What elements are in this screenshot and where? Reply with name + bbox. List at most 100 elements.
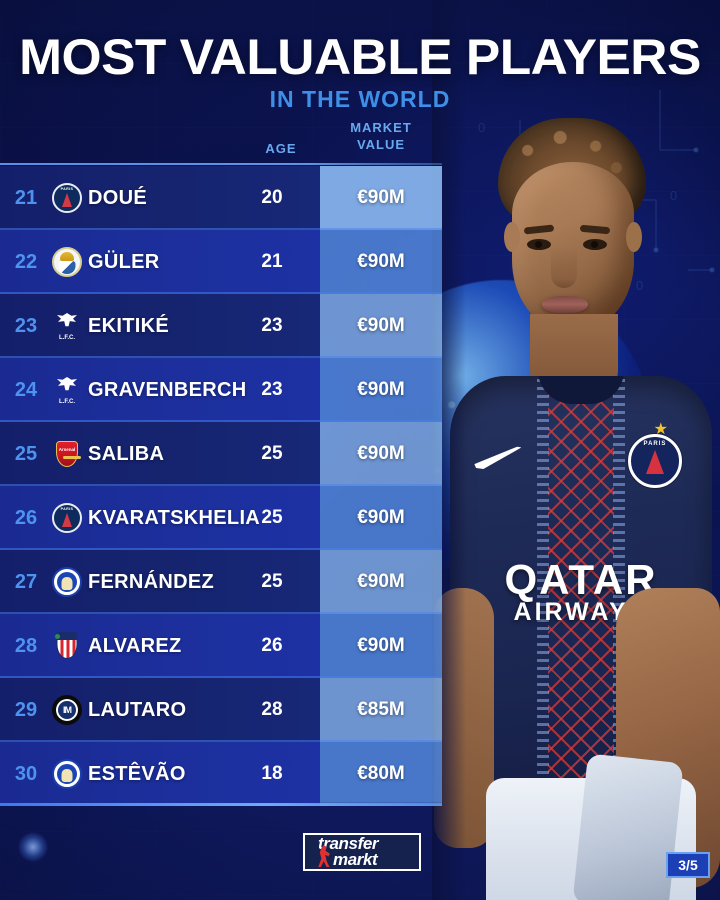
- jersey-sponsor: QATAR AIRWAYS: [450, 556, 712, 627]
- club-badge-chelsea: [52, 759, 82, 789]
- row-age: 26: [261, 635, 283, 656]
- row-market-value: €85M: [357, 699, 405, 720]
- row-divider: [0, 548, 442, 550]
- row-rank: 30: [14, 762, 38, 785]
- jersey-star-icon: ★: [653, 421, 668, 438]
- table-row[interactable]: 29 IM LAUTARO 28 €85M: [0, 678, 442, 742]
- eiffel-tower-icon: [646, 450, 664, 474]
- row-age: 21: [261, 251, 283, 272]
- background-glow-dot-large: [18, 832, 48, 862]
- club-badge-liverpool: L.F.C.: [52, 375, 82, 405]
- table-row[interactable]: 26 PARIS KVARATSKHELIA 25 €90M: [0, 486, 442, 550]
- row-market-value-cell-background: [320, 294, 442, 358]
- club-badge-psg: PARIS: [52, 183, 82, 213]
- row-rank: 25: [14, 442, 38, 465]
- row-market-value-cell-background: [320, 614, 442, 678]
- table-row[interactable]: 24 L.F.C. GRAVENBERCH 23 €90M: [0, 358, 442, 422]
- row-divider: [0, 612, 442, 614]
- logo-line-2: markt: [333, 850, 378, 869]
- row-age: 20: [261, 187, 283, 208]
- club-badge-chelsea: [52, 567, 82, 597]
- row-background: [0, 294, 320, 358]
- row-club-badge: [52, 631, 82, 661]
- row-market-value: €90M: [357, 187, 405, 208]
- row-market-value: €90M: [357, 443, 405, 464]
- row-market-value: €90M: [357, 379, 405, 400]
- row-background: [0, 358, 320, 422]
- row-divider: [0, 292, 442, 294]
- row-age: 18: [261, 763, 283, 784]
- row-club-badge: [52, 567, 82, 597]
- row-age: 25: [261, 507, 283, 528]
- player-figure: ★ PARIS QATAR AIRWAYS: [434, 118, 720, 900]
- row-player-name: GÜLER: [88, 250, 160, 273]
- player-photo: 0 0 0 ★ PARIS: [432, 0, 720, 900]
- row-player-name: LAUTARO: [88, 698, 187, 721]
- row-player-name: DOUÉ: [88, 186, 147, 209]
- row-market-value-cell-background: [320, 486, 442, 550]
- column-header-market-value-line2: VALUE: [356, 137, 406, 152]
- nike-swoosh-icon: [473, 446, 522, 469]
- table-row[interactable]: 25 Arsenal SALIBA 25 €90M: [0, 422, 442, 486]
- row-player-name: SALIBA: [88, 442, 165, 465]
- page-subtitle: IN THE WORLD: [269, 86, 451, 112]
- player-eye-left: [527, 239, 551, 250]
- logo-line-1: transfer: [318, 834, 379, 853]
- sponsor-line-1: QATAR: [504, 556, 658, 603]
- svg-text:0: 0: [636, 278, 643, 293]
- row-age: 23: [261, 315, 283, 336]
- row-divider: [0, 740, 442, 742]
- column-header-market-value-line1: MARKET: [350, 120, 412, 135]
- jersey-center-stripe: [548, 376, 614, 806]
- row-rank: 22: [14, 250, 38, 273]
- player-mouth: [542, 296, 588, 313]
- row-background: [0, 614, 320, 678]
- jersey-stripe-edge-left: [537, 376, 549, 806]
- table-top-rule: [0, 163, 442, 165]
- row-divider: [0, 676, 442, 678]
- column-header-market-value: MARKET VALUE: [320, 119, 442, 153]
- row-player-name: ESTÊVÃO: [88, 762, 186, 785]
- row-market-value: €90M: [357, 251, 405, 272]
- svg-text:0: 0: [478, 120, 485, 135]
- row-market-value: €90M: [357, 635, 405, 656]
- row-player-name: KVARATSKHELIA: [88, 506, 261, 529]
- row-club-badge: PARIS: [52, 503, 82, 533]
- row-club-badge: IM: [52, 695, 82, 725]
- club-badge-psg: PARIS: [52, 503, 82, 533]
- table-row[interactable]: 23 L.F.C. EKITIKÉ 23 €90M: [0, 294, 442, 358]
- row-market-value: €90M: [357, 571, 405, 592]
- table-row[interactable]: 22 GÜLER 21 €90M: [0, 230, 442, 294]
- row-age: 25: [261, 571, 283, 592]
- logo-player-figure-icon: [318, 845, 330, 867]
- table-row[interactable]: 28 ALVAREZ 26 €90M: [0, 614, 442, 678]
- club-badge-inter: IM: [52, 695, 82, 725]
- row-market-value-cell-background: [320, 422, 442, 486]
- table-row[interactable]: 21 PARIS DOUÉ 20 €90M: [0, 166, 442, 230]
- row-market-value: €90M: [357, 315, 405, 336]
- row-market-value-cell-background: [320, 678, 442, 742]
- row-background: [0, 422, 320, 486]
- row-club-badge: L.F.C.: [52, 375, 82, 405]
- table-row[interactable]: 27 FERNÁNDEZ 25 €90M: [0, 550, 442, 614]
- row-rank: 26: [14, 506, 38, 529]
- row-club-badge: [52, 247, 82, 277]
- club-badge-real-madrid: [52, 247, 82, 277]
- row-market-value-cell-background: [320, 550, 442, 614]
- club-badge-arsenal: Arsenal: [52, 439, 82, 469]
- row-age: 25: [261, 443, 283, 464]
- row-player-name: EKITIKÉ: [88, 314, 169, 337]
- player-ear-left: [504, 222, 520, 252]
- table-row[interactable]: 30 ESTÊVÃO 18 €80M: [0, 742, 442, 806]
- players-table: 21 PARIS DOUÉ 20 €90M 22 GÜLER 21 €90M 23 L.F.C. EK…: [0, 164, 442, 806]
- row-divider: [0, 420, 442, 422]
- row-market-value-cell-background: [320, 166, 442, 230]
- club-badge-liverpool: L.F.C.: [52, 311, 82, 341]
- row-age: 28: [261, 699, 283, 720]
- row-rank: 29: [14, 698, 38, 721]
- row-divider: [0, 484, 442, 486]
- psg-crest-label: PARIS: [643, 441, 667, 447]
- club-badge-atletico: [52, 631, 82, 661]
- row-club-badge: Arsenal: [52, 439, 82, 469]
